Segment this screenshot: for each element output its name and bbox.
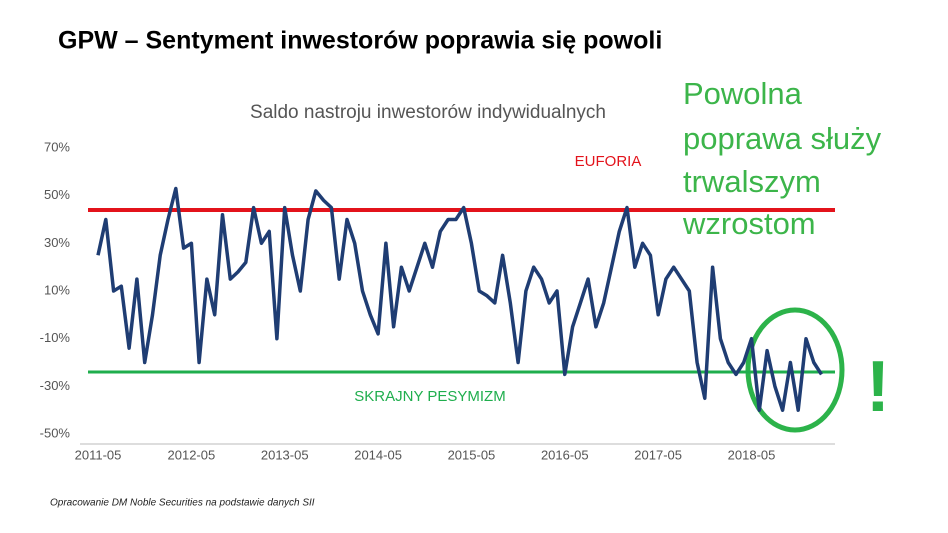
page-title: GPW – Sentyment inwestorów poprawia się … (58, 27, 662, 55)
y-tick-label: 30% (44, 235, 70, 250)
x-tick-label: 2013-05 (261, 447, 309, 462)
data-line (96, 186, 823, 412)
y-tick-label: 50% (44, 187, 70, 202)
x-tick-label: 2017-05 (634, 447, 682, 462)
y-tick-label: 10% (44, 282, 70, 297)
exclamation: ! (866, 347, 890, 427)
x-tick-label: 2012-05 (168, 447, 216, 462)
x-tick-label: 2018-05 (728, 447, 776, 462)
y-tick-label: -30% (40, 378, 71, 393)
y-tick-label: -10% (40, 330, 71, 345)
note-text: wzrostom (682, 206, 816, 241)
note-text: trwalszym (683, 164, 821, 199)
note-text: poprawa służy (683, 121, 882, 156)
x-tick-label: 2014-05 (354, 447, 402, 462)
x-tick-label: 2015-05 (448, 447, 496, 462)
reference-label: EUFORIA (575, 153, 642, 170)
reference-label: SKRAJNY PESYMIZM (354, 388, 505, 405)
x-tick-label: 2011-05 (75, 447, 122, 462)
y-tick-label: -50% (40, 425, 71, 440)
y-tick-label: 70% (44, 139, 70, 154)
chart-title: Saldo nastroju inwestorów indywidualnych (250, 102, 606, 123)
highlight-circle (745, 307, 845, 433)
x-tick-label: 2016-05 (541, 447, 589, 462)
note-text: Powolna (683, 76, 803, 111)
source-note: Opracowanie DM Noble Securities na podst… (50, 498, 315, 509)
